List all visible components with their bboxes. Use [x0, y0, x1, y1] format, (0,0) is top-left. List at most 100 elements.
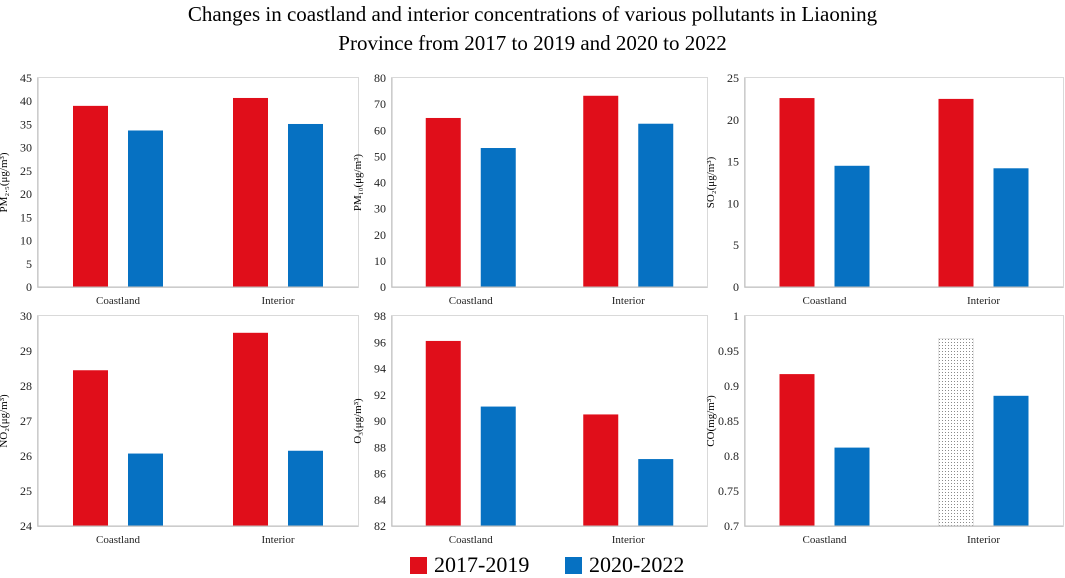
- x-tick-label: Interior: [262, 534, 295, 546]
- legend-swatch-2017-2019: [410, 556, 427, 574]
- bar-interior-2017-2019: [938, 98, 974, 288]
- legend-label-2017-2019: 2017-2019: [434, 552, 530, 577]
- y-tick-label: 5: [733, 238, 739, 252]
- y-axis-title: NO₂(μg/m³): [0, 394, 10, 448]
- x-tick-label: Coastland: [449, 295, 493, 307]
- bar-coastland-2020-2022: [480, 406, 516, 526]
- x-tick-label: Coastland: [449, 534, 493, 546]
- legend: 2017-2019 2020-2022: [0, 552, 1065, 578]
- bar-coastland-2020-2022: [128, 130, 163, 287]
- y-tick-label: 50: [374, 149, 386, 163]
- bar-interior-2020-2022: [638, 459, 674, 526]
- y-tick-label: 28: [20, 379, 32, 393]
- y-tick-label: 80: [374, 71, 386, 85]
- bar-interior-2017-2019: [233, 97, 268, 288]
- bar-coastland-2020-2022: [128, 453, 163, 526]
- x-tick-label: Interior: [967, 534, 1000, 546]
- y-tick-label: 40: [374, 176, 386, 190]
- y-tick-label: 0: [380, 280, 386, 294]
- bar-coastland-2017-2019: [779, 374, 815, 526]
- bar-interior-2017-2019: [233, 332, 268, 526]
- y-tick-label: 25: [20, 484, 32, 498]
- y-tick-label: 30: [20, 309, 32, 323]
- y-tick-label: 1: [733, 309, 739, 323]
- bar-interior-2020-2022: [638, 123, 674, 287]
- legend-item-2020-2022: 2020-2022: [565, 552, 684, 578]
- chart-title-line-1: Changes in coastland and interior concen…: [187, 2, 878, 26]
- y-tick-label: 0.75: [718, 484, 739, 498]
- y-tick-label: 0.85: [718, 414, 739, 428]
- y-tick-label: 27: [20, 414, 32, 428]
- y-tick-label: 82: [374, 519, 386, 533]
- y-axis-title: PM₂.₅(μg/m³): [0, 152, 10, 212]
- y-tick-label: 20: [374, 228, 386, 242]
- y-tick-label: 5: [26, 257, 32, 271]
- bar-interior-2017-2019: [583, 95, 619, 287]
- y-tick-label: 0.7: [724, 519, 739, 533]
- chart-title: Changes in coastland and interior concen…: [0, 0, 1065, 58]
- y-axis-title: CO(mg/m³): [705, 395, 717, 447]
- bar-coastland-2020-2022: [480, 148, 516, 287]
- y-axis-title: O₃(μg/m³): [352, 398, 364, 444]
- y-tick-label: 0: [733, 280, 739, 294]
- y-tick-label: 90: [374, 414, 386, 428]
- y-tick-label: 15: [727, 155, 739, 169]
- y-tick-label: 29: [20, 344, 32, 358]
- bar-coastland-2020-2022: [834, 447, 870, 526]
- y-tick-label: 15: [20, 210, 32, 224]
- y-tick-label: 35: [20, 117, 32, 131]
- y-tick-label: 70: [374, 97, 386, 111]
- y-tick-label: 0.95: [718, 344, 739, 358]
- y-tick-label: 10: [727, 196, 739, 210]
- y-tick-label: 0: [26, 280, 32, 294]
- bar-coastland-2017-2019: [425, 117, 461, 287]
- legend-item-2017-2019: 2017-2019: [410, 552, 529, 578]
- chart-panel-5: Coastland Interior 82 84 86 88 90 92 94 96 98 O₃(μg…: [352, 309, 708, 546]
- y-tick-label: 30: [374, 202, 386, 216]
- y-tick-label: 86: [374, 467, 386, 481]
- y-tick-label: 94: [374, 362, 386, 376]
- x-tick-label: Interior: [612, 534, 645, 546]
- chart-title-line-2: Province from 2017 to 2019 and 2020 to 2…: [338, 31, 727, 55]
- y-tick-label: 60: [374, 123, 386, 137]
- y-tick-label: 45: [20, 71, 32, 85]
- y-axis-title: SO₂(μg/m³): [705, 156, 717, 208]
- x-tick-label: Interior: [262, 295, 295, 307]
- y-tick-label: 25: [20, 164, 32, 178]
- x-tick-label: Coastland: [803, 295, 847, 307]
- bar-interior-2017-2019: [938, 338, 974, 527]
- x-tick-label: Interior: [612, 295, 645, 307]
- bar-interior-2020-2022: [993, 168, 1029, 287]
- bar-interior-2017-2019: [583, 414, 619, 526]
- chart-panel-6: Coastland Interior 0.7 0.75 0.8 0.85 0.9 0.95 1 C…: [705, 309, 1064, 546]
- y-tick-label: 0.9: [724, 379, 739, 393]
- y-tick-label: 92: [374, 388, 386, 402]
- y-tick-label: 20: [20, 187, 32, 201]
- legend-label-2020-2022: 2020-2022: [589, 552, 685, 577]
- chart-panel-1: Coastland Interior 0 5 10 15 20 25 30 35 40 45 PM₂.₅…: [0, 71, 359, 307]
- y-tick-label: 26: [20, 449, 32, 463]
- bar-coastland-2017-2019: [779, 98, 815, 288]
- legend-swatch-2020-2022: [565, 556, 582, 574]
- y-tick-label: 98: [374, 309, 386, 323]
- y-tick-label: 84: [374, 493, 386, 507]
- bar-coastland-2017-2019: [73, 105, 108, 287]
- bar-coastland-2017-2019: [73, 370, 108, 526]
- x-tick-label: Coastland: [96, 534, 140, 546]
- y-tick-label: 25: [727, 71, 739, 85]
- x-tick-label: Interior: [967, 295, 1000, 307]
- y-tick-label: 88: [374, 440, 386, 454]
- bar-coastland-2017-2019: [425, 340, 461, 526]
- y-tick-label: 40: [20, 94, 32, 108]
- y-tick-label: 24: [20, 519, 32, 533]
- y-tick-label: 0.8: [724, 449, 739, 463]
- chart-panel-3: Coastland Interior 0 5 10 15 20 25 SO₂(μg/m³): [705, 71, 1064, 307]
- bar-coastland-2020-2022: [834, 165, 870, 287]
- x-tick-label: Coastland: [803, 534, 847, 546]
- bar-interior-2020-2022: [288, 450, 323, 526]
- x-tick-label: Coastland: [96, 295, 140, 307]
- chart-panel-2: Coastland Interior 0 10 20 30 40 50 60 70 80 PM₁₀(μ…: [352, 71, 708, 307]
- y-tick-label: 30: [20, 141, 32, 155]
- y-tick-label: 96: [374, 335, 386, 349]
- y-axis-title: PM₁₀(μg/m³): [352, 154, 364, 212]
